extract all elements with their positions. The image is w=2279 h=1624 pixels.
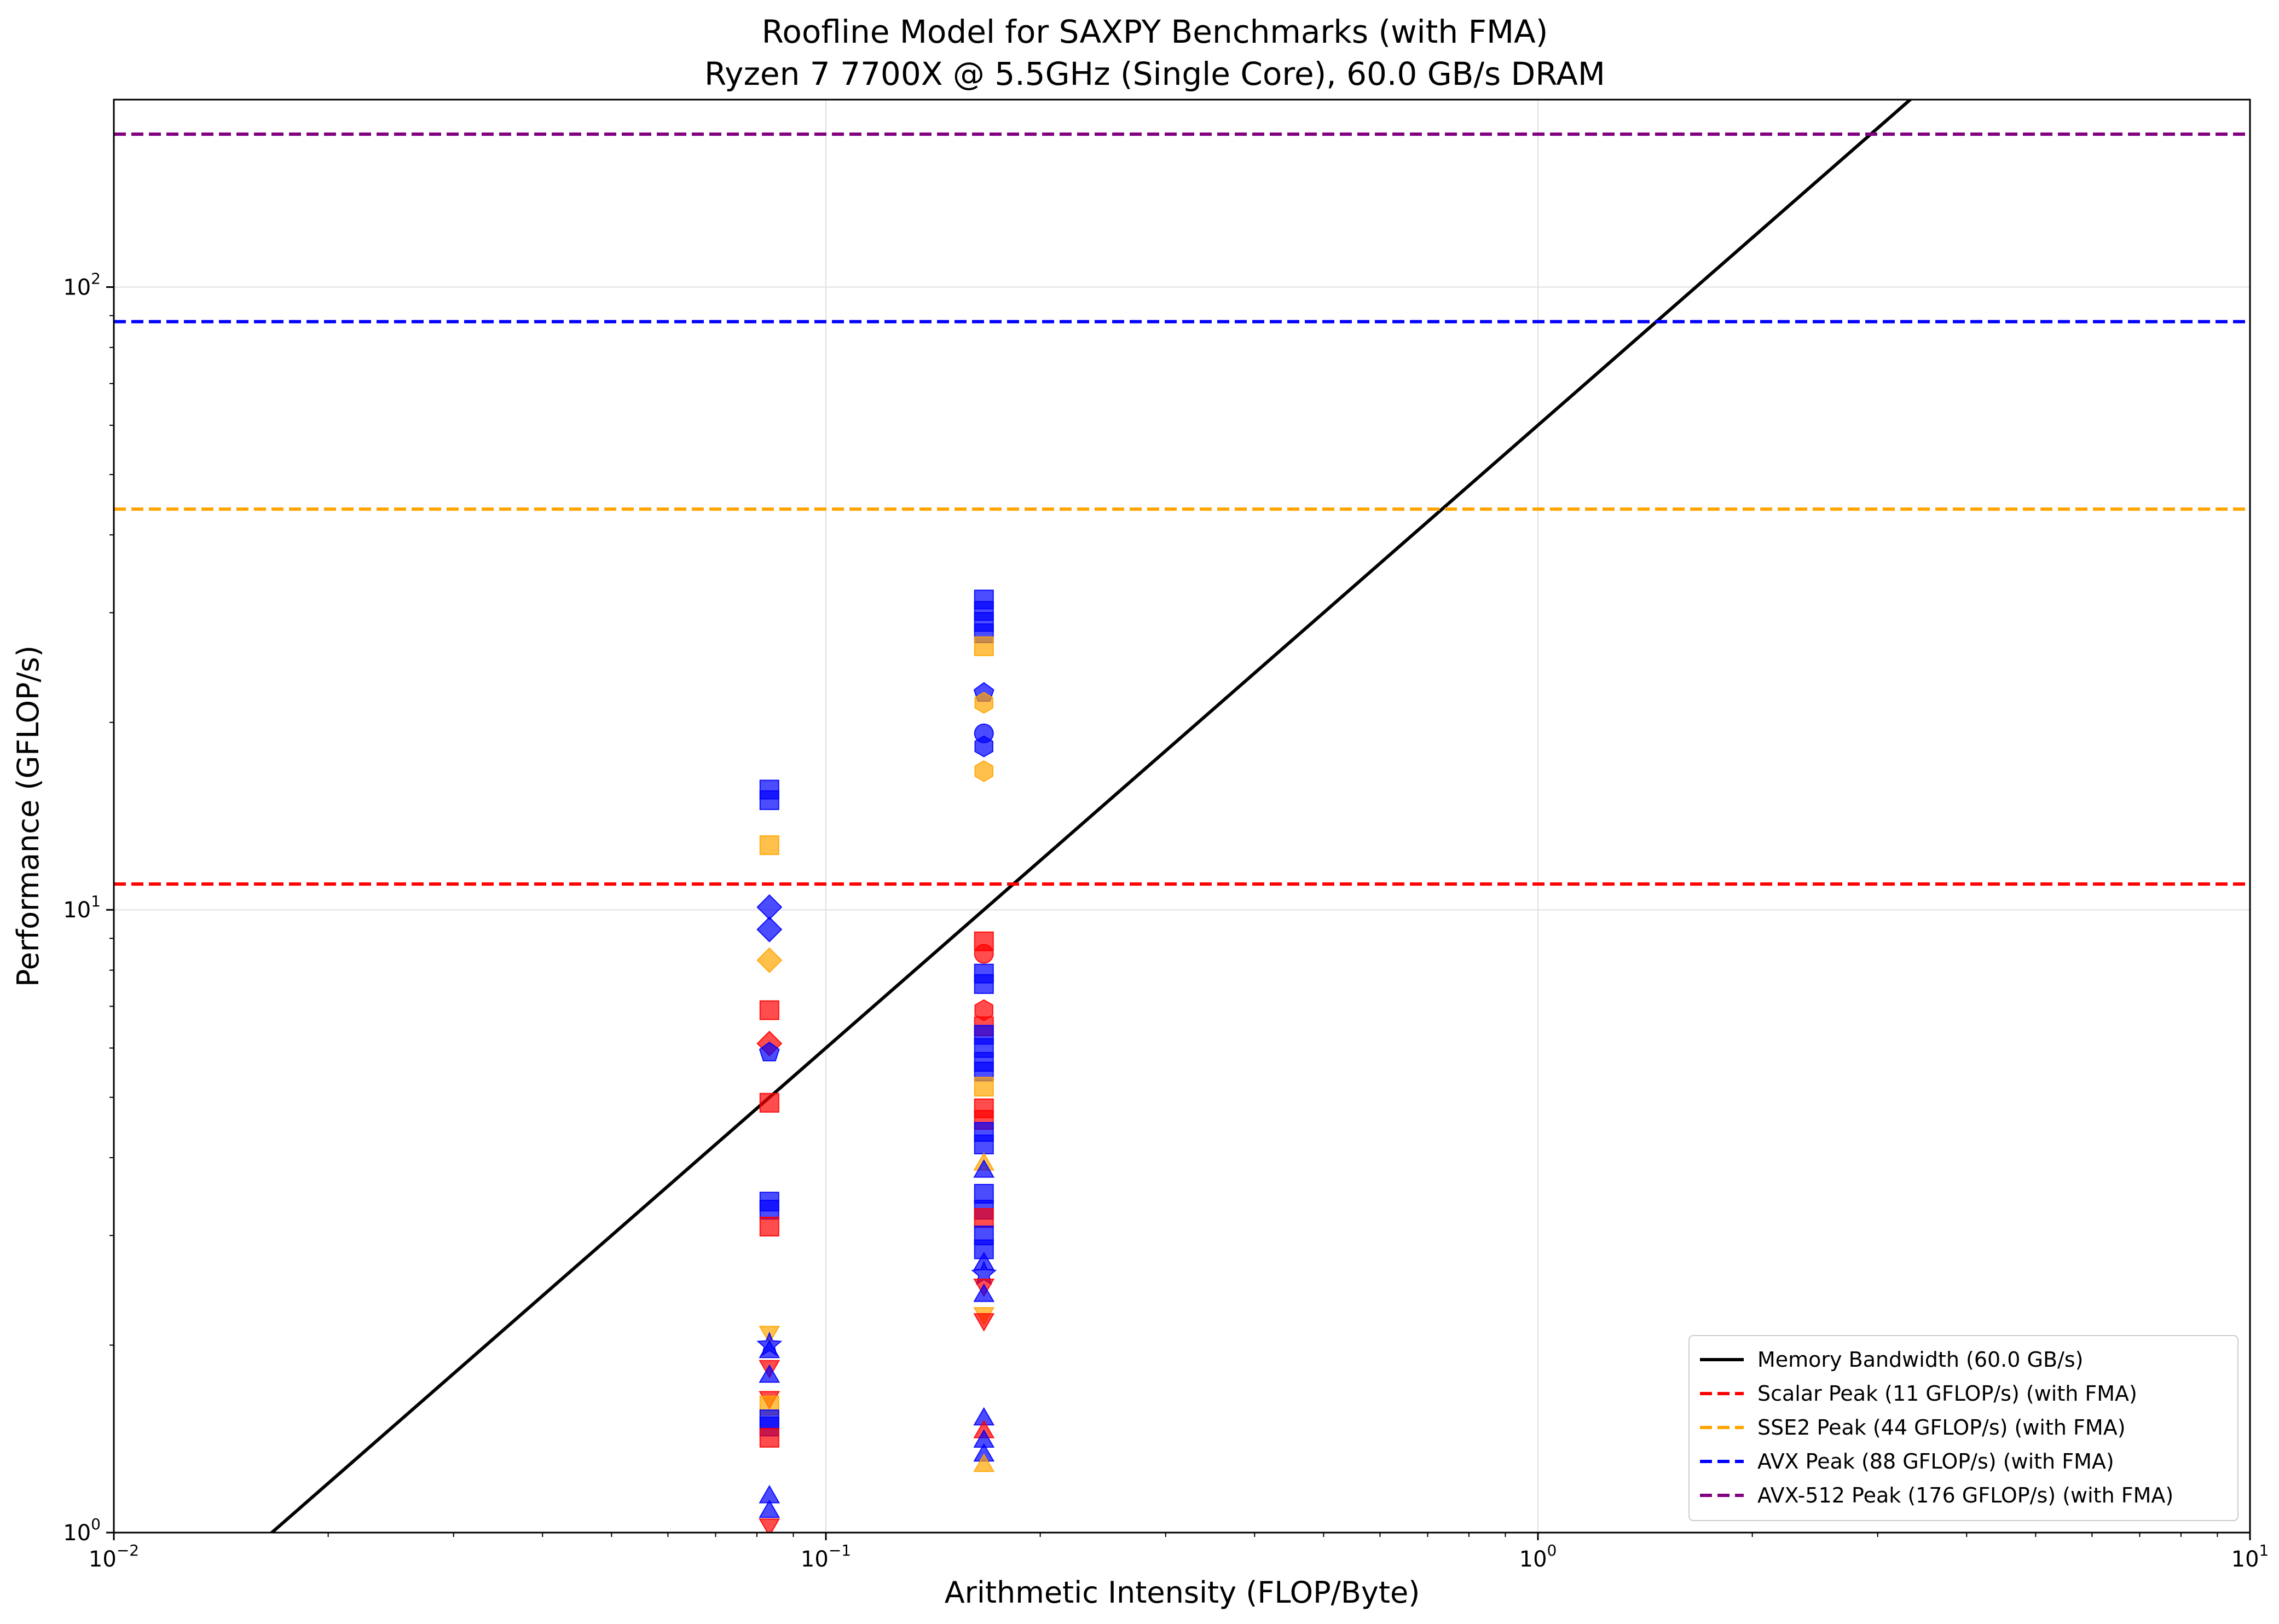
data-point [759, 1000, 779, 1020]
data-point [759, 1200, 779, 1220]
data-point [759, 1518, 780, 1533]
data-point [759, 790, 779, 810]
legend-label: AVX Peak (88 GFLOP/s) (with FMA) [1757, 1449, 2114, 1473]
data-point [756, 947, 783, 973]
chart-subtitle: Ryzen 7 7700X @ 5.5GHz (Single Core), 60… [704, 55, 1605, 93]
legend-label: Scalar Peak (11 GFLOP/s) (with FMA) [1757, 1382, 2137, 1406]
memory-bandwidth-line [269, 100, 1913, 1533]
data-point [756, 916, 783, 943]
data-point [759, 1499, 780, 1518]
x-axis-label: Arithmetic Intensity (FLOP/Byte) [945, 1575, 1420, 1610]
legend-box [1688, 1335, 2238, 1521]
data-point [974, 735, 993, 758]
roofline-lines [114, 100, 2250, 1533]
data-point [974, 760, 993, 782]
data-point [973, 1283, 995, 1302]
data-point [759, 1339, 780, 1359]
legend-label: Memory Bandwidth (60.0 GB/s) [1757, 1348, 2083, 1372]
data-point [974, 1134, 994, 1154]
data-point [973, 1159, 995, 1178]
legend-label: AVX-512 Peak (176 GFLOP/s) (with FMA) [1757, 1483, 2173, 1507]
data-point [974, 636, 994, 656]
data-point [974, 692, 993, 714]
data-point [974, 944, 994, 964]
data-point [974, 1077, 994, 1097]
data-point [974, 1208, 994, 1228]
data-point [974, 974, 994, 994]
data-point [973, 1313, 995, 1332]
chart-title: Roofline Model for SAXPY Benchmarks (wit… [762, 13, 1548, 50]
data-point [759, 1216, 779, 1236]
y-axis-label: Performance (GFLOP/s) [11, 645, 45, 987]
data-point [759, 1042, 780, 1062]
benchmark-points [756, 590, 997, 1533]
data-point [759, 1093, 779, 1113]
data-point [973, 1453, 995, 1472]
data-point [759, 1364, 780, 1383]
data-point [759, 1427, 779, 1448]
x-axis-ticks: 10−2 10−1 100 101 [89, 1533, 2269, 1572]
data-point [759, 835, 779, 856]
legend-label: SSE2 Peak (44 GFLOP/s) (with FMA) [1757, 1415, 2126, 1440]
legend: Memory Bandwidth (60.0 GB/s) Scalar Peak … [1688, 1335, 2238, 1521]
plot-frame [113, 99, 2251, 1534]
